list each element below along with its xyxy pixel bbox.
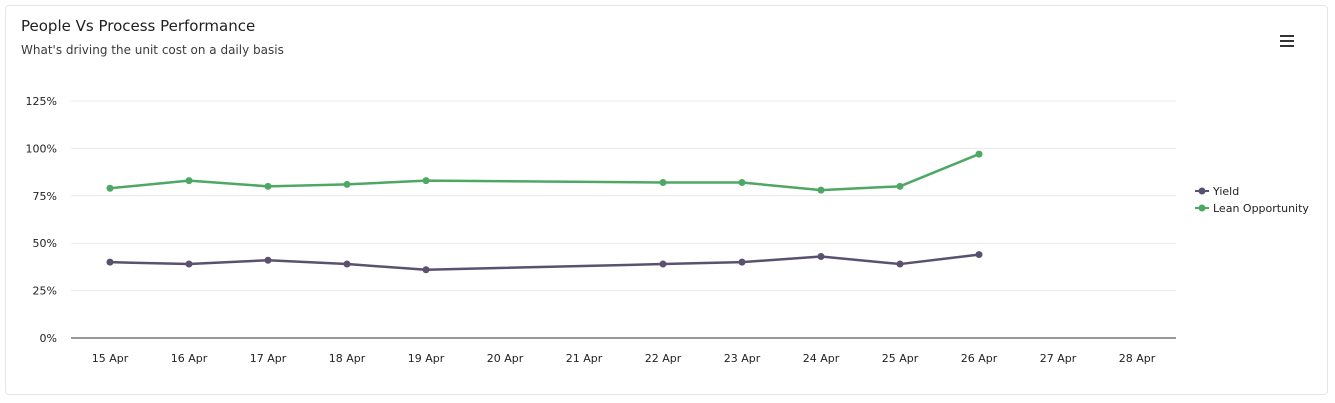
data-point-lean-opportunity[interactable] [896,182,904,190]
grid-layer [71,100,1176,292]
data-point-yield[interactable] [896,260,904,268]
data-point-lean-opportunity[interactable] [817,186,825,194]
data-point-lean-opportunity[interactable] [106,184,114,192]
x-tick-label: 21 Apr [566,352,603,365]
y-tick-label: 75% [33,190,57,203]
chart-subtitle: What's driving the unit cost on a daily … [21,43,284,57]
data-point-lean-opportunity[interactable] [975,150,983,158]
data-point-yield[interactable] [975,251,983,259]
data-point-yield[interactable] [817,252,825,260]
data-point-lean-opportunity[interactable] [264,182,272,190]
data-point-lean-opportunity[interactable] [422,177,430,185]
hamburger-menu-icon-bar [1280,45,1294,47]
data-point-lean-opportunity[interactable] [185,177,193,185]
chart-menu-button[interactable] [1276,30,1298,52]
series-line-lean-opportunity [109,152,980,192]
data-point-yield[interactable] [422,266,430,274]
legend-item-lean-opportunity[interactable]: Lean Opportunity [1195,202,1309,215]
y-tick-label: 50% [33,237,57,250]
legend-label: Yield [1212,185,1239,198]
x-tick-label: 23 Apr [724,352,761,365]
y-tick-label: 25% [33,285,57,298]
hamburger-menu-icon [1280,35,1294,37]
legend-item-yield[interactable]: Yield [1195,185,1239,198]
x-tick-label: 28 Apr [1119,352,1156,365]
y-tick-label: 100% [26,142,57,155]
data-point-yield[interactable] [343,260,351,268]
x-tick-label: 20 Apr [487,352,524,365]
series-layer [106,150,983,274]
chart-title: People Vs Process Performance [21,17,256,35]
data-point-yield[interactable] [738,258,746,266]
y-tick-label: 125% [26,95,57,108]
x-tick-label: 15 Apr [92,352,129,365]
x-tick-label: 27 Apr [1040,352,1077,365]
legend-label: Lean Opportunity [1213,202,1309,215]
data-point-yield[interactable] [264,256,272,264]
data-point-lean-opportunity[interactable] [343,180,351,188]
data-point-lean-opportunity[interactable] [659,179,667,187]
legend-layer: Yield Lean Opportunity [1195,185,1309,215]
legend-marker [1198,204,1206,212]
axis-layer: 0% 25% 50% 75% 100% 125% 15 Apr 16 Apr 17 Apr 18 … [26,95,1176,365]
data-point-yield[interactable] [185,260,193,268]
x-tick-label: 24 Apr [803,352,840,365]
x-tick-label: 16 Apr [171,352,208,365]
x-tick-label: 18 Apr [329,352,366,365]
x-tick-label: 25 Apr [882,352,919,365]
data-point-lean-opportunity[interactable] [738,179,746,187]
series-line-yield [109,253,980,271]
data-point-yield[interactable] [106,258,114,266]
legend-marker [1198,187,1206,195]
data-point-yield[interactable] [659,260,667,268]
chart-card [5,5,1328,395]
y-tick-label: 0% [40,332,57,345]
x-tick-label: 17 Apr [250,352,287,365]
x-tick-label: 26 Apr [961,352,998,365]
x-tick-label: 22 Apr [645,352,682,365]
x-tick-label: 19 Apr [408,352,445,365]
hamburger-menu-icon-bar [1280,40,1294,42]
